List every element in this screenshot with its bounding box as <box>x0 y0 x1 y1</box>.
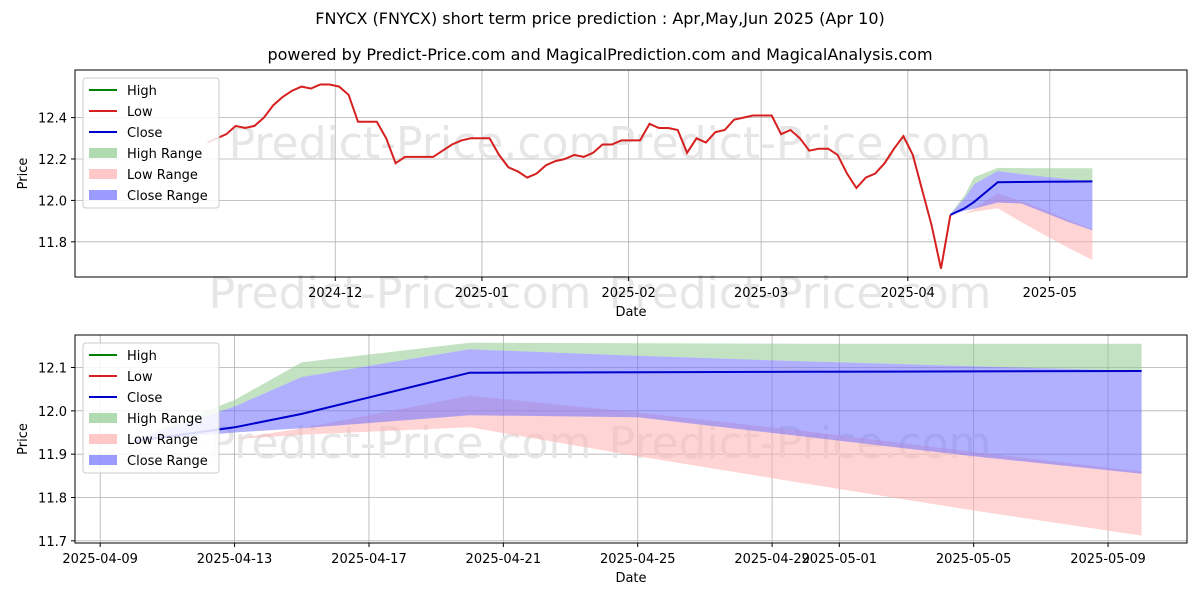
plot-area <box>207 83 1093 269</box>
x-tick-label: 2025-01 <box>455 286 509 301</box>
x-tick-label: 2025-04-29 <box>734 552 810 567</box>
low-series-line <box>207 83 952 269</box>
y-tick-label: 11.9 <box>38 448 67 463</box>
x-axis-label: Date <box>615 571 646 586</box>
watermark-text: Predict-Price.com <box>609 118 992 169</box>
legend-label: Low <box>127 105 153 120</box>
x-tick-label: 2025-04-17 <box>331 552 407 567</box>
x-tick-label: 2025-04-09 <box>62 552 138 567</box>
x-tick-label: 2025-05-05 <box>936 552 1012 567</box>
x-tick-label: 2025-04 <box>881 286 935 301</box>
legend-label: Low <box>127 370 153 385</box>
y-tick-label: 11.8 <box>38 492 67 507</box>
y-tick-label: 12.2 <box>38 153 67 168</box>
y-tick-label: 12.0 <box>38 194 67 209</box>
y-tick-label: 12.4 <box>38 112 67 127</box>
watermark-text: Predict-Price.com <box>229 118 612 169</box>
x-tick-label: 2025-04-25 <box>600 552 676 567</box>
x-tick-label: 2025-05-09 <box>1070 552 1146 567</box>
plot-frame <box>74 69 1188 278</box>
x-axis-label: Date <box>615 305 646 320</box>
watermark-text: Predict-Price.com <box>209 268 592 319</box>
legend-label: High <box>127 84 157 99</box>
y-tick-label: 12.1 <box>38 362 67 377</box>
legend: High Low Close High Range Low Range Close Ran… <box>82 77 220 209</box>
legend-swatch <box>89 434 117 444</box>
close-range-band <box>133 349 1142 474</box>
y-axis-label: Price <box>16 423 31 455</box>
x-tick-label: 2025-02 <box>601 286 655 301</box>
y-tick-label: 11.8 <box>38 236 67 251</box>
legend-label: Low Range <box>127 168 198 183</box>
legend: High Low Close High Range Low Range Close Ran… <box>82 342 220 474</box>
legend-swatch <box>89 455 117 465</box>
plot-frame <box>74 334 1188 544</box>
legend-label: High Range <box>127 412 202 427</box>
y-axis-label: Price <box>16 158 31 190</box>
x-tick-label: 2025-04-21 <box>466 552 542 567</box>
x-tick-label: 2024-12 <box>308 286 362 301</box>
legend-label: Low Range <box>127 433 198 448</box>
legend-label: Close Range <box>127 189 208 204</box>
x-tick-label: 2025-03 <box>734 286 788 301</box>
chart-panel-2: Predict-Price.comPredict-Price.com2025-0… <box>16 334 1188 586</box>
chart-subtitle: powered by Predict-Price.com and Magical… <box>267 45 933 64</box>
x-tick-label: 2025-05-01 <box>802 552 878 567</box>
high-range-band <box>133 342 1142 441</box>
high-range-band <box>950 167 1093 215</box>
plot-area <box>133 342 1142 536</box>
low-range-band <box>950 193 1093 260</box>
legend-label: Close <box>127 126 162 141</box>
legend-swatch <box>89 190 117 200</box>
y-tick-label: 11.7 <box>38 535 67 550</box>
chart-title: FNYCX (FNYCX) short term price predictio… <box>315 9 885 28</box>
legend-swatch <box>89 169 117 179</box>
close-series-line <box>949 180 1093 216</box>
legend-label: High <box>127 349 157 364</box>
x-tick-label: 2025-04-13 <box>197 552 273 567</box>
legend-label: Close Range <box>127 454 208 469</box>
legend-swatch <box>89 148 117 158</box>
legend-label: High Range <box>127 147 202 162</box>
legend-label: Close <box>127 391 162 406</box>
y-tick-label: 12.0 <box>38 405 67 420</box>
legend-swatch <box>89 413 117 423</box>
low-range-band <box>133 395 1142 536</box>
close-series-line <box>133 370 1142 443</box>
x-tick-label: 2025-05 <box>1023 286 1077 301</box>
close-range-band <box>950 171 1093 231</box>
chart-panel-1: Predict-Price.comPredict-Price.comPredic… <box>16 69 1188 320</box>
